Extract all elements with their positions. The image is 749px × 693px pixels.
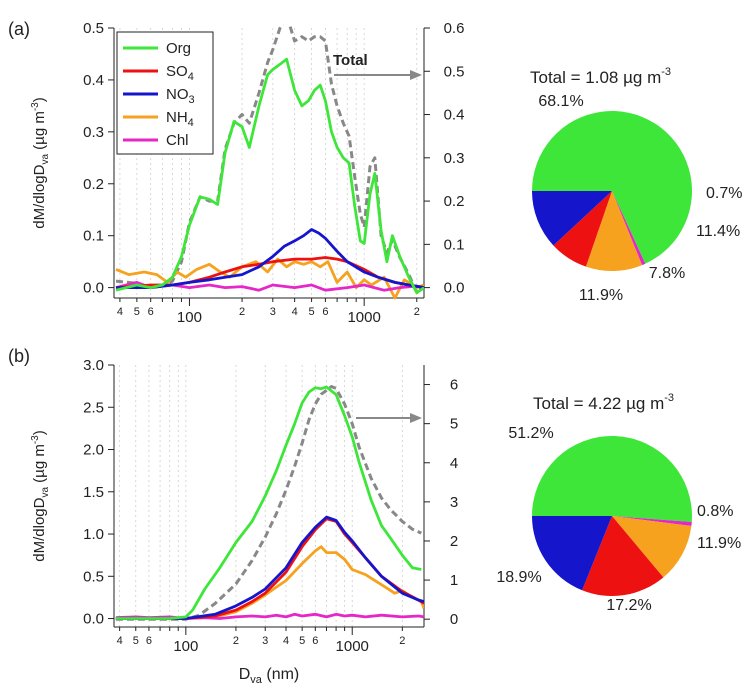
x-minor-tick-label: 6 [322,306,328,318]
series-line-so4 [115,517,424,620]
pie-label-so4: 7.8% [649,265,685,282]
y-right-tick-label: 0.6 [444,20,465,37]
pie-label-org: 51.2% [508,425,553,442]
y-left-tick-label: 0.2 [83,176,104,193]
pie-label-no3: 18.9% [496,569,541,586]
pie-slice-nh4 [612,516,692,578]
x-minor-tick-label: 2 [233,635,239,647]
series-line-org [115,57,424,295]
total-annotation: Total [333,52,368,69]
y-axis-title: dM/dlogDva (µg m-3) [30,430,51,561]
series-line-nh4 [115,257,424,300]
pie-slice-chl [612,191,646,266]
y-left-tick-label: 0.5 [83,568,104,585]
pie-label-chl: 0.7% [706,185,742,202]
y-right-tick-label: 1 [450,572,458,589]
y-left-tick-label: 0.4 [83,72,104,89]
y-left-tick-label: 2.5 [83,399,104,416]
y-right-tick-label: 0.3 [444,150,465,167]
series-line-total [115,385,422,621]
total-arrow-head [410,70,422,80]
pie-label-so4: 17.2% [606,597,651,614]
x-minor-tick-label: 3 [270,306,276,318]
pie-slice-no3 [532,191,612,246]
y-left-tick-label: 1.5 [83,484,104,501]
pie-slice-so4 [582,516,664,597]
pie-label-chl: 0.8% [697,503,733,520]
y-left-tick-label: 0.0 [83,280,104,297]
y-right-tick-label: 3 [450,494,458,511]
y-right-tick-label: 5 [450,416,458,433]
x-minor-tick-label: 6 [148,306,154,318]
legend-label-so4: SO4 [166,63,194,83]
y-left-tick-label: 2.0 [83,442,104,459]
x-minor-tick-label: 5 [133,635,139,647]
y-left-tick-label: 0.0 [83,611,104,628]
legend-label-chl: Chl [166,132,189,149]
y-left-tick-label: 0.5 [83,20,104,37]
x-major-tick-label: 1000 [347,309,380,326]
series-line-no3 [115,515,424,620]
y-axis-title: dM/dlogDva (µg m-3) [30,97,51,228]
pie-title: Total = 4.22 µg m-3 [533,392,674,413]
pie-slice-nh4 [585,191,643,272]
x-axis-title: Dva (nm) [239,666,300,686]
panel-label: (b) [8,346,30,366]
pie-slice-org [532,110,692,264]
series-line-no3 [116,228,424,290]
x-minor-tick-label: 5 [309,306,315,318]
y-right-tick-label: 6 [450,377,458,394]
legend-label-org: Org [166,40,191,57]
pie-slice-chl [612,516,692,527]
x-minor-tick-label: 2 [399,635,405,647]
y-left-tick-label: 0.3 [83,124,104,141]
pie-slice-so4 [553,191,612,267]
x-minor-tick-label: 2 [239,306,245,318]
y-left-tick-label: 0.1 [83,228,104,245]
x-minor-tick-label: 4 [283,635,289,647]
panel-label: (a) [8,19,30,39]
y-right-tick-label: 0.5 [444,63,465,80]
y-right-tick-label: 0.4 [444,107,465,124]
pie-slice-no3 [532,516,612,591]
y-left-tick-label: 1.0 [83,526,104,543]
x-minor-tick-label: 3 [262,635,268,647]
x-minor-tick-label: 5 [299,635,305,647]
x-minor-tick-label: 5 [134,306,140,318]
total-arrow-head [410,413,422,423]
pie-label-org: 68.1% [538,93,583,110]
legend-label-no3: NO3 [166,86,195,106]
x-minor-tick-label: 4 [292,306,298,318]
y-left-tick-label: 3.0 [83,357,104,374]
x-minor-tick-label: 6 [312,635,318,647]
pie-label-nh4: 11.9% [697,535,741,552]
pie-label-nh4: 11.4% [696,223,740,240]
panel-a: (a) 0.0 0.1 0.2 0.3 0.4 0.5 0.0 0.1 0.2 0.3 0.4 0.5 0… [8,19,742,326]
x-minor-tick-label: 6 [146,635,152,647]
pie-chart: Total = 4.22 µg m-3 51.2% 0.8% 11.9% 17.2% 18… [496,392,741,614]
x-major-tick-label: 1000 [336,638,369,655]
x-minor-tick-label: 2 [414,306,420,318]
x-minor-tick-label: 4 [117,635,123,647]
x-minor-tick-label: 4 [117,306,123,318]
legend-label-nh4: NH4 [166,109,194,129]
y-right-tick-label: 2 [450,533,458,550]
pie-label-no3: 11.9% [579,287,623,304]
legend: Org SO4 NO3 NH4 Chl [116,31,214,155]
x-major-tick-label: 100 [177,309,202,326]
x-major-tick-label: 100 [173,638,198,655]
pie-chart: Total = 1.08 µg m-3 68.1% 0.7% 11.4% 7.8% 11.… [530,66,742,304]
pie-title: Total = 1.08 µg m-3 [530,66,671,87]
pie-slice-org [532,435,692,523]
y-right-tick-label: 0 [450,611,458,628]
series-line-org [115,385,422,620]
y-right-tick-label: 4 [450,455,458,472]
y-right-tick-label: 0.2 [444,193,465,210]
y-right-tick-label: 0.0 [444,280,465,297]
y-right-tick-label: 0.1 [444,236,465,253]
